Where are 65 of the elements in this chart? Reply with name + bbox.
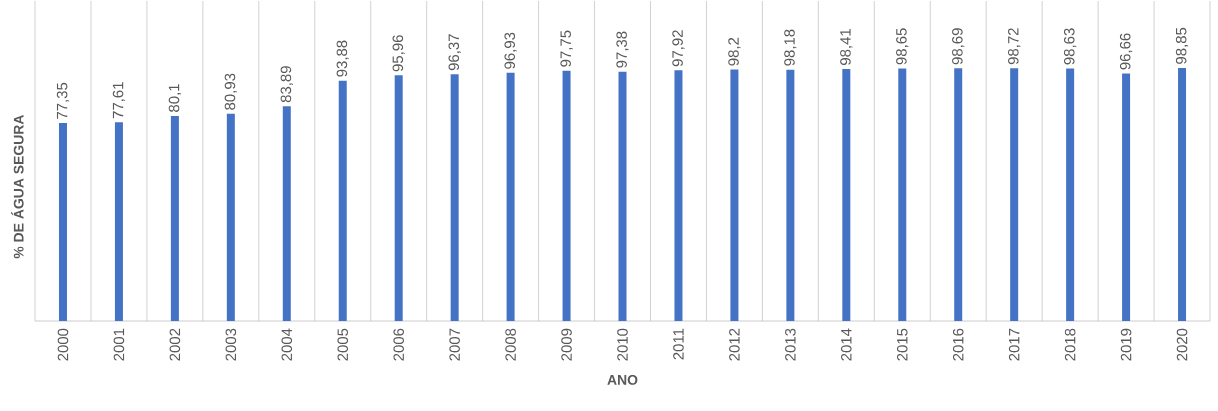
bar	[394, 75, 403, 321]
x-tick-label: 2016	[952, 328, 964, 361]
bar	[338, 80, 347, 321]
x-tick-label: 2006	[393, 328, 404, 361]
bar	[282, 106, 291, 321]
data-label: 80,1	[168, 84, 182, 112]
data-label: 98,65	[896, 28, 909, 65]
data-label: 77,35	[56, 82, 70, 119]
bar	[1066, 68, 1075, 321]
data-label: 98,2	[728, 37, 741, 66]
bar	[1010, 68, 1019, 321]
data-label: 97,75	[560, 30, 573, 67]
x-tick-label: 2009	[561, 328, 572, 361]
x-tick-label: 2017	[1008, 328, 1020, 361]
bar	[674, 70, 683, 321]
x-tick-label: 2014	[841, 328, 852, 361]
bar	[506, 72, 515, 321]
x-tick-label: 2003	[225, 328, 237, 361]
bar	[1122, 73, 1131, 321]
data-label: 97,38	[616, 31, 629, 68]
x-axis-title: ANO	[607, 374, 638, 385]
bar	[842, 69, 851, 321]
data-label: 98,85	[1175, 27, 1189, 64]
data-label: 98,18	[784, 29, 797, 66]
bar	[898, 68, 907, 321]
x-tick-label: 2013	[785, 328, 796, 361]
data-label: 97,92	[672, 30, 685, 67]
x-tick-label: 2012	[729, 328, 740, 361]
bar	[170, 115, 179, 321]
data-label: 96,66	[1119, 33, 1133, 70]
x-tick-label: 2011	[673, 328, 684, 360]
x-tick-label: 2007	[449, 328, 460, 361]
y-axis-title: % DE ÁGUA SEGURA	[11, 114, 24, 259]
x-tick-label: 2015	[896, 328, 908, 361]
data-label: 77,61	[112, 82, 126, 119]
x-tick-label: 2018	[1064, 328, 1076, 361]
bar	[786, 69, 795, 321]
data-label: 96,93	[504, 32, 517, 69]
x-tick-label: 2004	[281, 328, 293, 361]
bar	[58, 122, 67, 321]
bar	[114, 122, 123, 321]
data-label: 93,88	[336, 40, 349, 77]
bar	[450, 74, 459, 321]
bar	[1178, 67, 1187, 321]
data-label: 98,69	[952, 28, 965, 65]
x-tick-label: 2019	[1120, 328, 1132, 361]
data-label: 96,37	[448, 34, 461, 71]
bar	[954, 68, 963, 321]
data-label: 98,41	[840, 28, 853, 65]
x-tick-label: 2020	[1176, 328, 1188, 361]
bar	[562, 70, 571, 321]
bar	[226, 113, 235, 321]
x-tick-label: 2008	[505, 328, 516, 361]
data-label: 98,72	[1008, 28, 1021, 65]
data-label: 83,89	[280, 66, 293, 103]
data-label: 95,96	[392, 35, 405, 72]
x-tick-label: 2001	[113, 328, 125, 361]
data-label: 80,93	[224, 73, 237, 110]
x-tick-label: 2002	[169, 328, 181, 361]
bar	[618, 71, 627, 321]
x-tick-label: 2005	[337, 328, 349, 361]
data-label: 98,63	[1063, 28, 1077, 65]
x-tick-label: 2000	[57, 328, 69, 361]
bar	[730, 69, 739, 321]
x-tick-label: 2010	[617, 328, 628, 361]
